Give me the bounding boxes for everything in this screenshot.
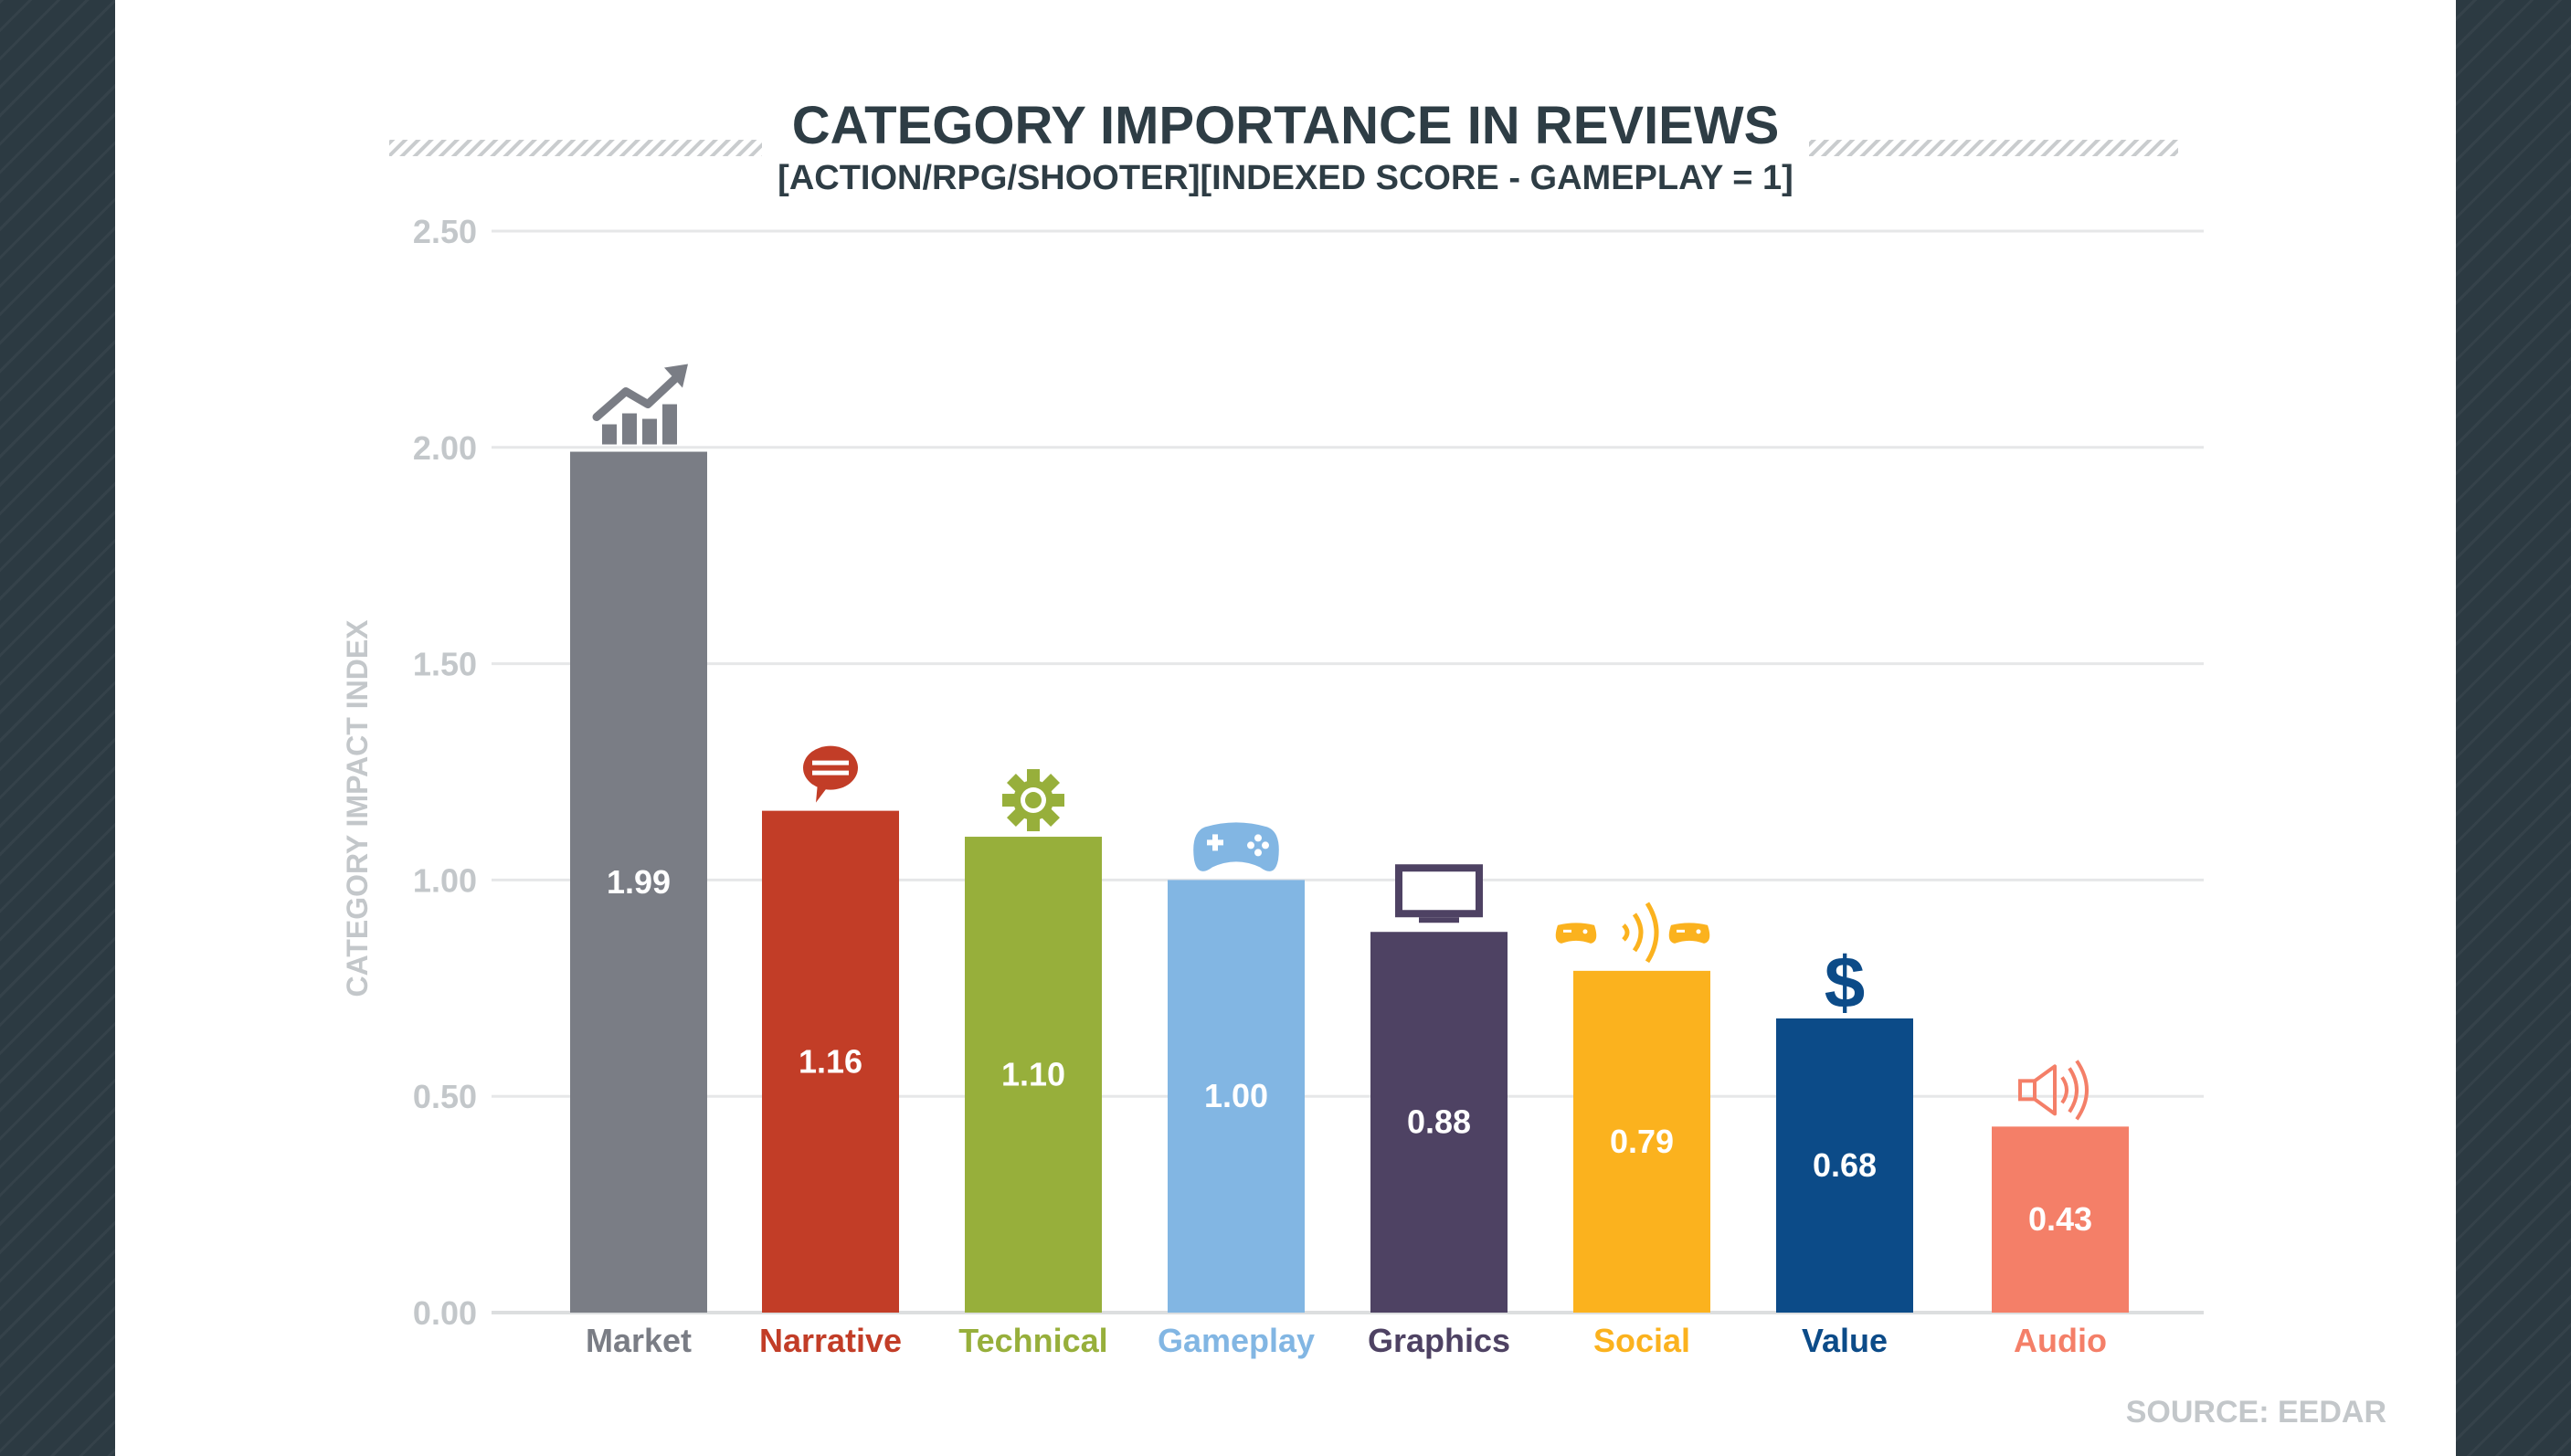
bar-technical [965,837,1102,1313]
source-note: SOURCE: EEDAR [2126,1395,2386,1430]
value-label: 0.68 [1813,1146,1877,1184]
category-label: Social [1593,1322,1690,1359]
category-label: Value [1802,1322,1888,1359]
monitor-icon [1395,864,1483,923]
bar-social [1573,970,1710,1313]
category-label: Audio [2014,1322,2107,1359]
bar-audio [1992,1126,2129,1313]
chart-title: CATEGORY IMPORTANCE IN REVIEWS [792,96,1780,155]
y-axis-ticks: 0.00 0.50 1.00 1.50 2.00 2.50 [413,213,477,1332]
y-tick-label: 0.50 [413,1078,477,1115]
speech-bubble-icon [803,745,858,803]
multiplayer-icon [1555,902,1710,964]
y-tick-label: 1.00 [413,861,477,899]
speaker-icon [2018,1060,2089,1121]
category-label: Market [586,1322,692,1359]
value-label: 1.10 [1001,1056,1065,1093]
category-label: Gameplay [1158,1322,1315,1359]
bar-value [1776,1018,1913,1313]
value-label: 1.99 [607,863,671,901]
x-axis-labels: Market Narrative Technical Gameplay Graphics… [586,1322,2107,1359]
category-label: Technical [958,1322,1107,1359]
trend-chart-icon [592,364,688,445]
y-axis-label: CATEGORY IMPACT INDEX [341,619,374,997]
category-icons: $ [592,364,2089,1121]
y-tick-label: 1.50 [413,646,477,683]
value-label: 0.79 [1610,1123,1674,1160]
y-tick-label: 2.00 [413,429,477,467]
bars [570,451,2129,1313]
bar-graphics [1370,932,1508,1313]
y-tick-label: 0.00 [413,1294,477,1332]
gamepad-icon [1193,822,1279,871]
gridlines [492,229,2204,1314]
title-hatch-right [1809,140,2178,156]
bar-market [570,451,707,1313]
value-label: 0.43 [2028,1200,2092,1238]
value-label: 0.88 [1407,1103,1471,1141]
category-label: Graphics [1368,1322,1510,1359]
category-label: Narrative [759,1322,902,1359]
y-tick-label: 2.50 [413,213,477,250]
value-label: 1.16 [799,1042,862,1080]
bar-gameplay [1168,880,1305,1313]
gear-icon [1002,769,1064,832]
title-hatch-left [389,140,762,156]
bar-narrative [762,810,899,1313]
value-label: 1.00 [1204,1077,1268,1114]
value-labels: 1.99 1.16 1.10 1.00 0.88 0.79 0.68 0.43 [607,863,2092,1238]
chart-subtitle: [ACTION/RPG/SHOOTER][INDEXED SCORE - GAM… [778,159,1793,197]
dollar-icon: $ [1825,942,1866,1023]
svg-text:$: $ [1825,942,1866,1023]
